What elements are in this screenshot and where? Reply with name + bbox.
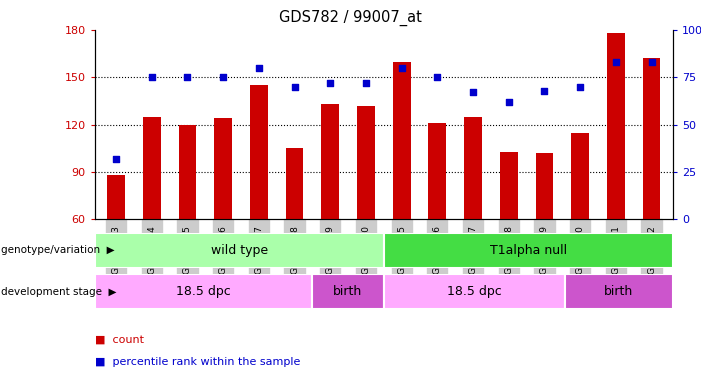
Bar (285, 148, 304, 219)
Bar (95, 274, 311, 309)
Point (289, 84, 300, 90)
Bar (384, 274, 564, 309)
Point (253, 65, 264, 71)
Text: birth: birth (604, 285, 634, 298)
Point (360, 80, 372, 86)
Point (432, 74, 443, 80)
Text: GDS782 / 99007_at: GDS782 / 99007_at (279, 9, 422, 26)
Text: birth: birth (333, 285, 362, 298)
Bar (564, 274, 673, 309)
Bar (571, 133, 589, 219)
Bar (107, 175, 125, 219)
Bar (500, 152, 517, 219)
Point (146, 74, 157, 80)
Point (503, 99, 515, 105)
Bar (215, 118, 232, 219)
Bar (428, 123, 447, 219)
Bar (250, 85, 268, 219)
Point (217, 74, 229, 80)
Bar (607, 33, 625, 219)
Bar (143, 117, 161, 219)
Point (182, 74, 193, 80)
Text: wild type: wild type (211, 244, 268, 257)
Bar (357, 106, 375, 219)
Bar (643, 58, 660, 219)
Text: 18.5 dpc: 18.5 dpc (176, 285, 231, 298)
Bar (95, 232, 384, 268)
Text: T1alpha null: T1alpha null (490, 244, 567, 257)
Point (396, 65, 407, 71)
Text: ■  count: ■ count (95, 334, 144, 344)
Point (111, 156, 122, 162)
Point (611, 59, 622, 65)
Bar (311, 274, 384, 309)
Point (325, 80, 336, 86)
Point (646, 59, 657, 65)
Bar (384, 232, 673, 268)
Point (468, 90, 479, 96)
Point (539, 88, 550, 94)
Bar (464, 117, 482, 219)
Bar (536, 153, 553, 219)
Bar (393, 62, 411, 219)
Text: 18.5 dpc: 18.5 dpc (447, 285, 501, 298)
Point (575, 84, 586, 90)
Bar (179, 124, 196, 219)
Bar (321, 104, 339, 219)
Text: ■  percentile rank within the sample: ■ percentile rank within the sample (95, 357, 300, 367)
Text: development stage  ▶: development stage ▶ (1, 286, 117, 297)
Text: genotype/variation  ▶: genotype/variation ▶ (1, 245, 115, 255)
